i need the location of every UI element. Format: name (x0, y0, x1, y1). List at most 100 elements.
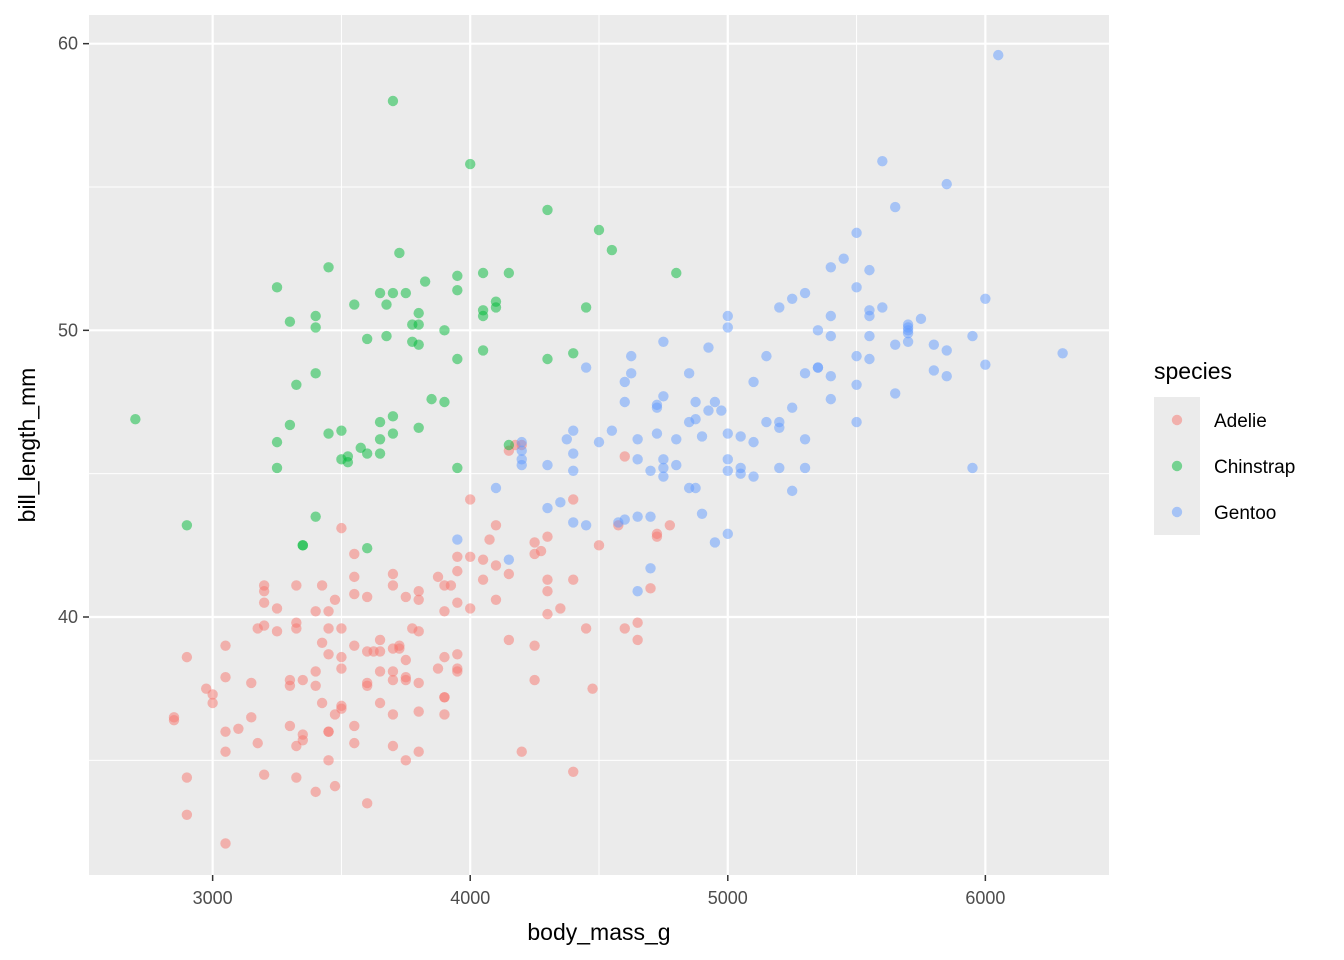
data-point (516, 445, 527, 456)
data-point (542, 502, 553, 514)
data-point (671, 267, 682, 279)
data-point (439, 692, 450, 703)
data-point (716, 405, 727, 416)
data-point (349, 571, 360, 583)
data-point (490, 520, 502, 531)
data-point (439, 651, 450, 663)
data-point (336, 700, 347, 712)
data-point (400, 755, 412, 766)
data-point (535, 545, 547, 557)
data-point (658, 462, 669, 474)
data-point (851, 350, 862, 362)
data-point (799, 287, 811, 299)
data-point (465, 158, 476, 170)
data-point (651, 399, 663, 411)
data-point (555, 603, 566, 614)
data-point (748, 376, 759, 388)
data-point (361, 333, 373, 345)
data-point (336, 425, 347, 436)
data-point (432, 571, 444, 583)
data-point (484, 534, 495, 545)
data-point (690, 482, 701, 494)
data-point (690, 396, 701, 408)
data-point (271, 603, 283, 614)
data-point (310, 310, 321, 322)
legend-label-adelie: Adelie (1214, 411, 1267, 432)
data-point (877, 302, 888, 313)
data-point (503, 267, 515, 279)
data-point (722, 465, 733, 476)
data-point (980, 359, 991, 370)
data-point (606, 425, 618, 436)
data-point (452, 551, 463, 562)
data-point (967, 330, 978, 342)
data-point (284, 720, 296, 732)
data-point (490, 560, 502, 571)
data-point (851, 416, 862, 428)
data-point (542, 608, 553, 620)
data-point (336, 522, 347, 534)
data-point (400, 287, 412, 299)
legend-key-gentoo (1171, 506, 1183, 518)
data-point (323, 623, 334, 634)
data-point (374, 666, 386, 677)
legend-label-chinstrap: Chinstrap (1214, 457, 1295, 478)
data-point (786, 402, 798, 413)
data-point (980, 293, 991, 304)
data-point (632, 511, 643, 522)
data-point (310, 606, 321, 617)
data-point (477, 345, 489, 356)
data-point (168, 712, 180, 723)
data-point (394, 640, 405, 651)
data-point (349, 640, 360, 651)
data-point (387, 580, 399, 591)
data-point (477, 554, 489, 565)
data-point (387, 411, 399, 422)
data-point (851, 227, 862, 239)
data-point (877, 156, 888, 167)
data-point (632, 586, 643, 597)
data-points (130, 49, 1068, 849)
data-point (271, 282, 283, 293)
data-point (812, 325, 824, 336)
data-point (619, 623, 630, 634)
data-point (690, 414, 701, 425)
data-point (632, 617, 643, 628)
data-point (568, 517, 579, 528)
data-point (297, 674, 308, 686)
data-point (284, 316, 296, 327)
data-point (387, 287, 399, 299)
data-point (310, 666, 321, 677)
data-point (890, 201, 901, 213)
data-point (413, 339, 424, 350)
data-point (748, 436, 759, 448)
data-point (316, 580, 328, 591)
y-tick-label: 40 (58, 607, 78, 627)
data-point (645, 511, 656, 522)
data-point (452, 285, 463, 296)
data-point (387, 740, 399, 752)
data-point (400, 674, 412, 686)
x-tick-label: 6000 (965, 888, 1005, 908)
data-point (297, 729, 308, 740)
data-point (465, 494, 476, 505)
data-point (568, 425, 579, 436)
data-point (336, 663, 347, 674)
data-point (374, 634, 386, 646)
data-point (310, 322, 321, 333)
data-point (890, 339, 901, 350)
data-point (825, 262, 837, 273)
data-point (439, 606, 450, 617)
data-point (361, 543, 373, 554)
data-point (220, 746, 231, 757)
data-point (387, 666, 399, 677)
data-point (361, 798, 373, 809)
data-point (529, 674, 540, 686)
data-point (503, 439, 515, 451)
data-point (722, 528, 733, 540)
data-point (651, 531, 663, 542)
data-point (709, 396, 721, 408)
data-point (864, 353, 875, 365)
data-point (181, 809, 193, 820)
